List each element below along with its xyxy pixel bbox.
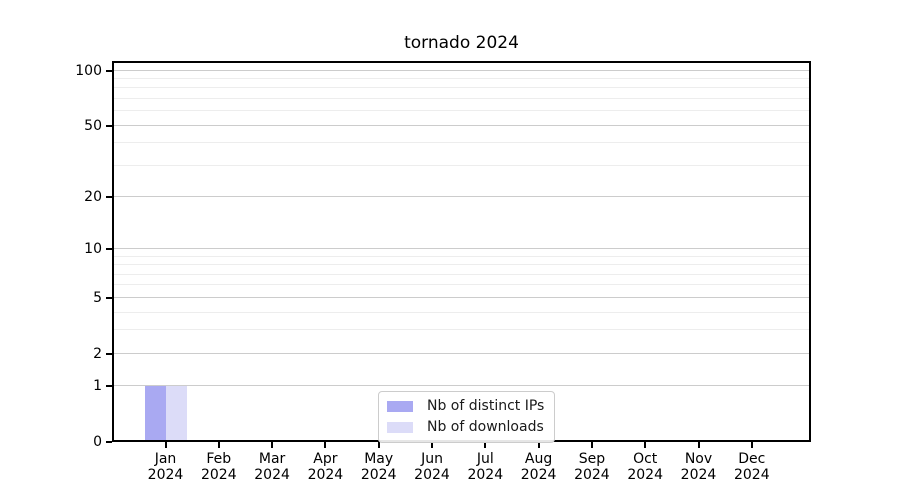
- x-tick-label: Oct 2024: [627, 451, 663, 483]
- y-gridline-minor: [114, 311, 809, 313]
- y-gridline-major: [114, 248, 809, 250]
- y-tick-label: 1: [93, 378, 102, 395]
- y-tick-label: 50: [84, 117, 102, 134]
- y-tick-mark: [106, 248, 112, 251]
- x-tick-label: Apr 2024: [307, 451, 344, 483]
- legend-swatch-distinct-ips: [387, 401, 413, 412]
- y-tick-mark: [106, 196, 112, 199]
- x-tick-label: May 2024: [360, 451, 397, 483]
- y-gridline-major: [114, 124, 809, 126]
- x-tick-label: Aug 2024: [520, 451, 557, 483]
- legend-item-distinct-ips: Nb of distinct IPs: [387, 399, 544, 414]
- y-gridline-major: [114, 385, 809, 387]
- bar-downloads: [165, 386, 187, 440]
- x-tick-label: Mar 2024: [254, 451, 290, 483]
- y-gridline-major: [114, 69, 809, 71]
- y-gridline-major: [114, 352, 809, 354]
- y-gridline-minor: [114, 164, 809, 166]
- y-tick-label: 10: [84, 241, 102, 258]
- y-gridline-major: [114, 196, 809, 198]
- y-gridline-minor: [114, 142, 809, 144]
- y-gridline-minor: [114, 284, 809, 286]
- x-tick-label: Dec 2024: [733, 451, 770, 483]
- x-tick-mark: [484, 442, 487, 448]
- y-gridline-minor: [114, 110, 809, 112]
- y-gridline-minor: [114, 98, 809, 100]
- chart-title: tornado 2024: [404, 33, 519, 53]
- x-tick-mark: [377, 442, 380, 448]
- y-tick-mark: [106, 441, 112, 443]
- y-gridline-minor: [114, 264, 809, 266]
- x-tick-mark: [431, 442, 433, 448]
- x-tick-label: Jan 2024: [147, 451, 184, 483]
- x-tick-mark: [271, 442, 274, 448]
- y-gridline-major: [114, 296, 809, 298]
- x-tick-label: Feb 2024: [200, 451, 237, 483]
- legend-label-downloads: Nb of downloads: [427, 419, 544, 435]
- x-tick-mark: [644, 442, 647, 448]
- x-tick-mark: [217, 442, 220, 448]
- legend: Nb of distinct IPs Nb of downloads: [378, 391, 556, 443]
- x-tick-label: Jul 2024: [467, 451, 504, 483]
- y-tick-label: 20: [84, 189, 102, 206]
- y-tick-mark: [106, 385, 112, 388]
- x-tick-label: Sep 2024: [574, 451, 610, 483]
- y-tick-label: 2: [93, 345, 102, 362]
- y-tick-label: 100: [75, 62, 102, 79]
- plot-area: [112, 61, 811, 442]
- y-gridline-minor: [114, 329, 809, 331]
- y-gridline-minor: [114, 78, 809, 80]
- x-tick-label: Jun 2024: [414, 451, 450, 483]
- x-tick-label: Nov 2024: [680, 451, 717, 483]
- x-tick-mark: [590, 442, 593, 448]
- legend-item-downloads: Nb of downloads: [387, 420, 544, 435]
- y-gridline-minor: [114, 273, 809, 275]
- y-tick-mark: [106, 69, 112, 72]
- y-tick-label: 5: [93, 289, 102, 306]
- bar-distinct-ips: [144, 386, 166, 440]
- legend-swatch-downloads: [387, 422, 413, 433]
- y-tick-mark: [106, 296, 112, 299]
- y-tick-label: 0: [93, 434, 102, 450]
- y-tick-mark: [106, 352, 112, 355]
- x-tick-mark: [324, 442, 327, 448]
- x-tick-mark: [697, 442, 700, 448]
- x-tick-mark: [164, 442, 167, 448]
- y-gridline-minor: [114, 87, 809, 89]
- x-tick-mark: [750, 442, 753, 448]
- y-tick-mark: [106, 124, 112, 127]
- y-gridline-minor: [114, 255, 809, 257]
- x-tick-mark: [537, 442, 540, 448]
- legend-label-distinct-ips: Nb of distinct IPs: [427, 398, 545, 414]
